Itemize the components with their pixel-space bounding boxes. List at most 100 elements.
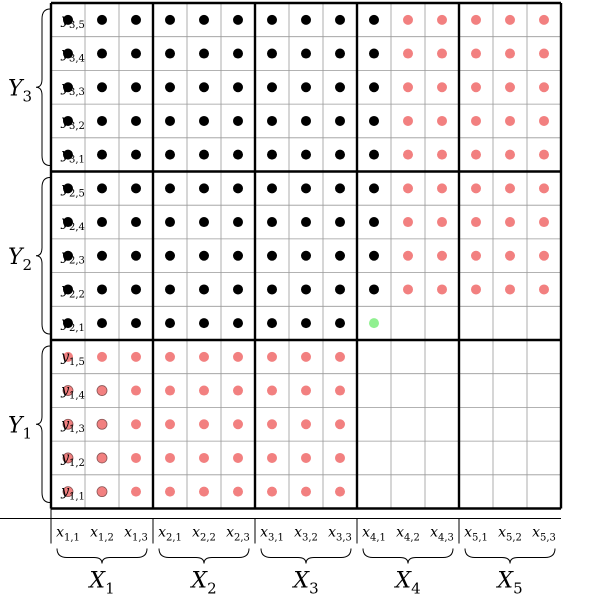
red-dot (233, 452, 243, 463)
y-tick-label-sub: 3,1 (69, 155, 85, 166)
red-dot (199, 419, 209, 430)
x-group-label-base: X (495, 569, 514, 594)
red-dot (437, 250, 447, 261)
black-dot (165, 183, 175, 194)
y-tick-label: y3,1 (60, 147, 85, 166)
red-dot (403, 48, 413, 59)
x-group-brace (464, 548, 556, 564)
x-tick-label: x3,3 (328, 525, 352, 544)
black-dot (335, 284, 345, 295)
y-group-brace (35, 8, 51, 166)
x-group-label-base: X (87, 569, 106, 594)
x-tick-label: x5,1 (464, 525, 488, 544)
black-dot (131, 48, 141, 59)
black-dot (165, 250, 175, 261)
outlined-red-dot (62, 385, 74, 396)
black-dot (63, 48, 73, 59)
x-tick-label-base: x (464, 525, 472, 541)
y-tick-label-base: y (60, 79, 70, 95)
black-dot (267, 115, 277, 126)
y-tick-label: y1,3 (60, 416, 85, 435)
red-dot (131, 351, 141, 362)
red-dot (131, 486, 141, 497)
x-group-label: X3 (291, 569, 318, 597)
x-tick-label: x2,3 (226, 525, 250, 544)
y-tick-label-base: y (60, 315, 70, 331)
y-tick-label: y2,1 (60, 315, 85, 334)
red-dot (267, 486, 277, 497)
red-dot (131, 419, 141, 430)
y-tick-label-sub: 2,5 (69, 188, 85, 199)
black-dot (335, 149, 345, 160)
red-dot (165, 351, 175, 362)
y-tick-label: y1,5 (60, 349, 85, 368)
black-dot (301, 183, 311, 194)
red-dot (301, 486, 311, 497)
black-dot (199, 284, 209, 295)
black-dot (301, 149, 311, 160)
black-dot (369, 250, 379, 261)
x-tick-label-sub: 4,2 (404, 532, 420, 543)
black-dot (369, 217, 379, 228)
x-tick-label-sub: 5,2 (506, 532, 522, 543)
x-group-label-sub: 5 (513, 580, 523, 597)
red-dot (301, 385, 311, 396)
red-dot (505, 284, 515, 295)
x-tick-label: x5,3 (532, 525, 556, 544)
x-group-brace (158, 548, 250, 564)
x-tick-label: x1,3 (124, 525, 148, 544)
black-dot (131, 14, 141, 25)
black-dot (199, 14, 209, 25)
black-dot (199, 217, 209, 228)
black-dot (63, 318, 73, 329)
y-tick-label-base: y (60, 46, 70, 62)
black-dot (165, 284, 175, 295)
black-dot (233, 250, 243, 261)
black-dot (165, 115, 175, 126)
green-dot (369, 318, 379, 329)
x-tick-label-base: x (430, 525, 438, 541)
red-dot (165, 385, 175, 396)
y-tick-label: y2,3 (60, 248, 85, 267)
red-dot (403, 115, 413, 126)
outlined-red-dot (62, 486, 74, 498)
x-tick-label-sub: 1,1 (64, 532, 80, 543)
black-dot (335, 115, 345, 126)
red-dot (539, 115, 549, 126)
y-tick-label-sub: 1,1 (69, 492, 85, 503)
black-dot (97, 183, 107, 194)
black-dot (335, 48, 345, 59)
red-dot (539, 14, 549, 25)
black-dot (97, 149, 107, 160)
black-dot (267, 82, 277, 93)
black-dot (301, 250, 311, 261)
black-dot (97, 14, 107, 25)
red-dot (301, 452, 311, 463)
black-dot (233, 14, 243, 25)
y-group-label-sub: 1 (22, 424, 32, 442)
red-dot (335, 419, 345, 430)
red-dot (539, 217, 549, 228)
black-dot (267, 183, 277, 194)
red-dot (505, 48, 515, 59)
y-tick-label-base: y (60, 349, 70, 365)
red-dot (233, 351, 243, 362)
x-tick-label-base: x (192, 525, 200, 541)
x-tick-label-sub: 4,1 (370, 532, 386, 543)
x-tick-label-base: x (396, 525, 404, 541)
red-dot (471, 82, 481, 93)
black-dot (233, 149, 243, 160)
black-dot (97, 284, 107, 295)
red-dot (131, 385, 141, 396)
red-dot (267, 452, 277, 463)
black-dot (131, 149, 141, 160)
x-tick-label-base: x (158, 525, 166, 541)
x-group-label-base: X (393, 569, 412, 594)
x-tick-label-sub: 5,1 (472, 532, 488, 543)
y-tick-label: y1,2 (60, 450, 85, 469)
black-dot (199, 183, 209, 194)
red-dot (233, 419, 243, 430)
x-group-brace (260, 548, 352, 564)
outlined-red-dot (96, 385, 108, 396)
